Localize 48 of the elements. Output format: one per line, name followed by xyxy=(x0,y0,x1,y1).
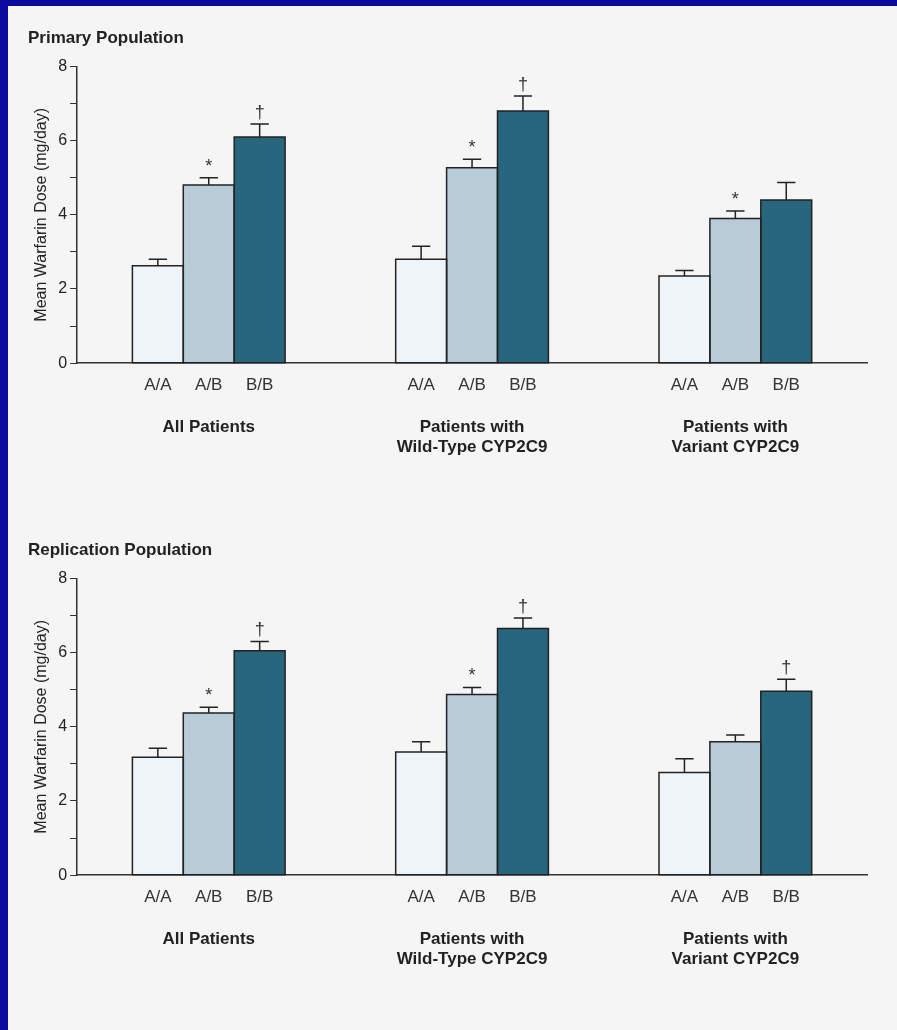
data-label: † xyxy=(254,101,265,122)
y-tick-label: 2 xyxy=(58,791,68,809)
text: A/A xyxy=(407,375,435,395)
y-tick-label: 0 xyxy=(58,865,68,883)
text: B/B xyxy=(772,887,800,907)
data-label: * xyxy=(731,189,739,210)
y-axis-title: Mean Warfarin Dose (mg/day) xyxy=(32,107,50,322)
y-tick-label: 6 xyxy=(58,643,68,661)
data-label: † xyxy=(781,657,792,678)
y-axis-title: Mean Warfarin Dose (mg/day) xyxy=(32,619,50,834)
text: B/B xyxy=(509,887,537,907)
text: A/B xyxy=(458,887,486,907)
data-label: * xyxy=(468,665,476,686)
series-label: A/B xyxy=(195,375,223,395)
data-label: † xyxy=(517,596,528,617)
data-label: † xyxy=(254,619,265,640)
y-tick-label: 0 xyxy=(58,353,68,371)
series-label: B/B xyxy=(245,887,274,907)
series-label: A/B xyxy=(195,887,223,907)
series-label: A/A xyxy=(144,887,173,907)
series-label: A/A xyxy=(144,375,173,395)
y-tick-label: 6 xyxy=(58,131,68,149)
x-tick-label: All Patients xyxy=(162,929,256,949)
y-tick-label: 8 xyxy=(58,56,68,74)
x-tick-label: Patients with Variant CYP2C9 xyxy=(671,417,800,457)
y-tick-label: 4 xyxy=(58,205,68,223)
text: A/A xyxy=(670,887,699,907)
text: B/B xyxy=(509,375,537,395)
chart-title: Primary Population xyxy=(28,27,184,47)
text: A/B xyxy=(721,887,750,907)
x-tick-label: Patients with Variant CYP2C9 xyxy=(671,929,800,969)
y-tick-label: 2 xyxy=(58,279,68,297)
data-label: * xyxy=(468,137,476,158)
chart-title: Replication Population xyxy=(28,539,213,559)
series-label: B/B xyxy=(245,375,274,395)
data-label: * xyxy=(205,155,213,176)
y-tick-label: 8 xyxy=(58,568,68,586)
data-label: † xyxy=(517,74,528,95)
x-tick-label: Patients with Wild-Type CYP2C9 xyxy=(396,929,548,969)
text: B/B xyxy=(772,375,800,395)
x-tick-label: All Patients xyxy=(162,417,256,437)
data-label: * xyxy=(205,685,213,706)
x-tick-label: Patients with Wild-Type CYP2C9 xyxy=(396,417,548,457)
text: A/A xyxy=(407,887,435,907)
text: A/A xyxy=(670,375,699,395)
text: A/B xyxy=(458,375,486,395)
y-tick-label: 4 xyxy=(58,717,68,735)
text: A/B xyxy=(721,375,750,395)
